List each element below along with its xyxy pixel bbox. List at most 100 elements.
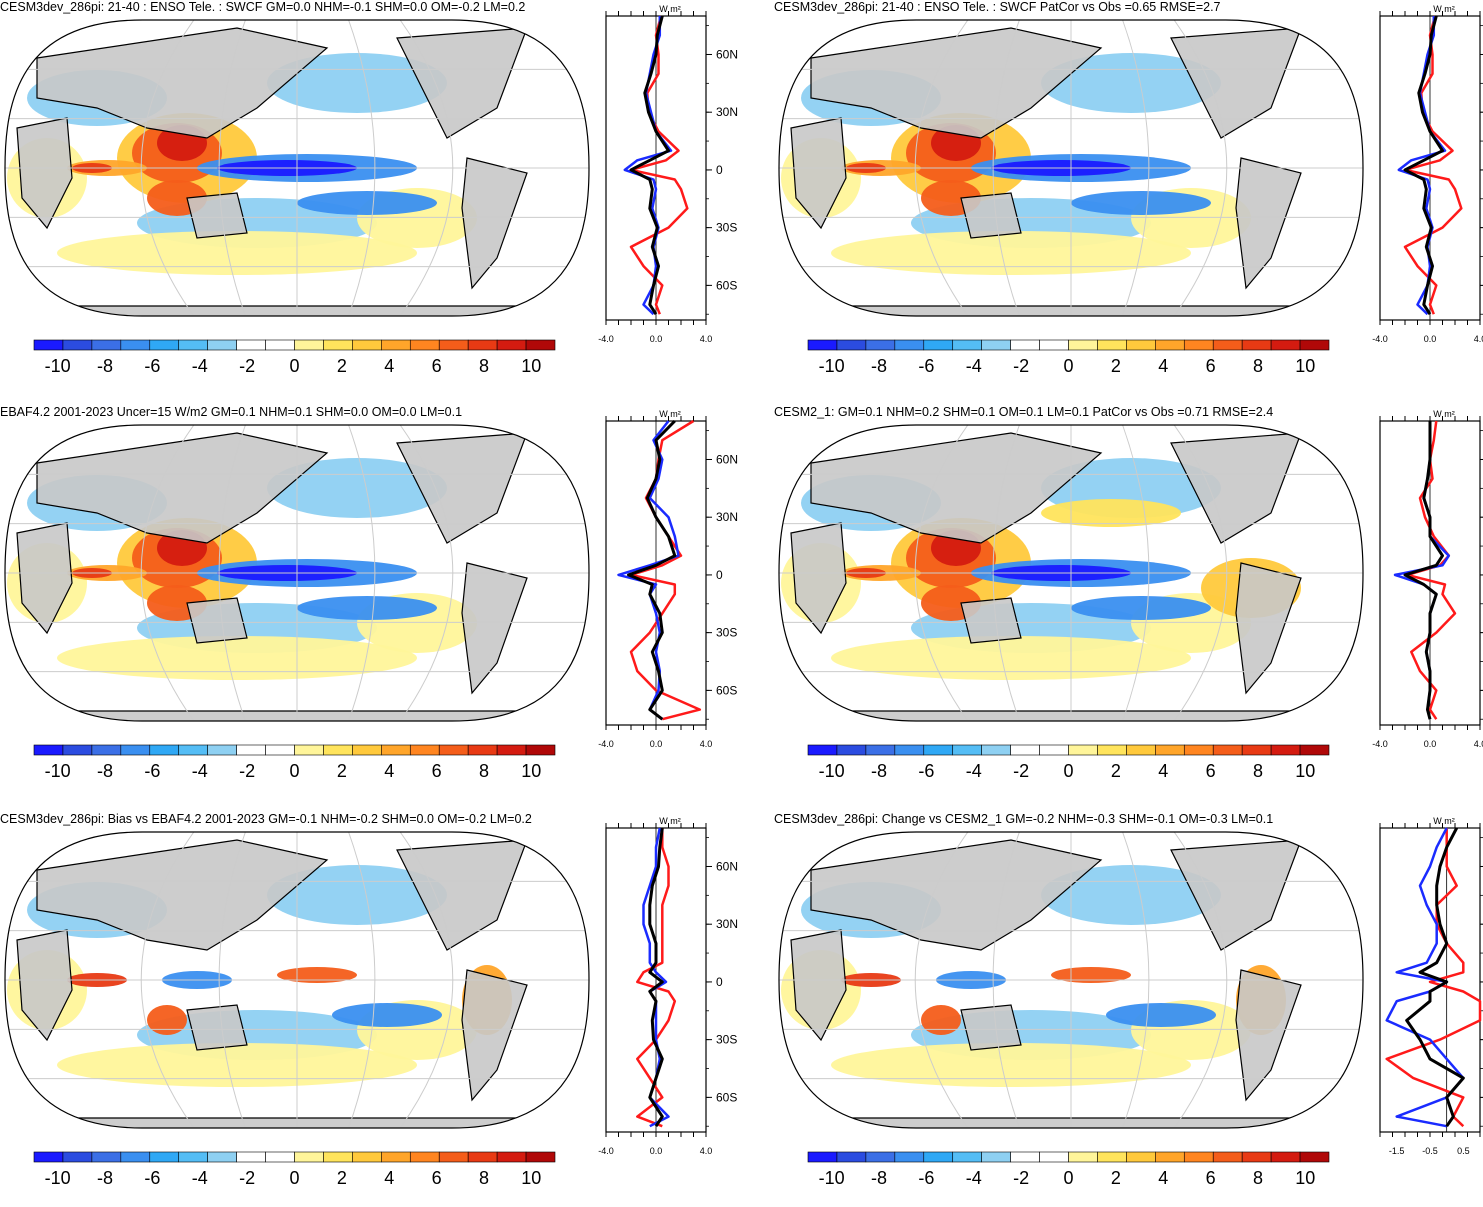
graticule-lon [1122, 832, 1150, 1128]
zonal-units-label: W m² [1433, 816, 1455, 826]
colorbar-swatch [1068, 1151, 1098, 1163]
colorbar-swatch [496, 744, 527, 756]
field-blob [1041, 865, 1221, 925]
x-tick-label: 0.0 [1424, 739, 1437, 749]
x-tick-label: 4.0 [700, 1146, 713, 1156]
colorbar-tick-label: -8 [871, 356, 887, 376]
colorbar-swatch [265, 1151, 295, 1163]
land-mass [396, 432, 528, 544]
colorbar-swatch [62, 744, 93, 756]
panel-p2: CESM3dev_286pi: 21-40 : ENSO Tele. : SWC… [750, 0, 1483, 395]
lat-tick-label: 60N [716, 452, 738, 466]
colorbar-swatch [952, 1151, 982, 1163]
colorbar-swatch [409, 744, 440, 756]
colorbar-swatch [836, 1151, 867, 1163]
field-blob [57, 1043, 417, 1087]
colorbar-swatch [1010, 1151, 1040, 1163]
colorbar-swatch [207, 339, 237, 351]
colorbar-swatch [1212, 1151, 1243, 1163]
colorbar: -10 -8 -6 -4 -2 0 2 4 6 8 10 [807, 1151, 1330, 1188]
graticule-lon [399, 832, 454, 1128]
colorbar-swatch [352, 744, 382, 756]
land-mass [36, 839, 329, 951]
colorbar-tick-label: -10 [819, 761, 845, 781]
field-blob [1071, 191, 1211, 215]
land-mass [810, 432, 1103, 544]
map-outline [4, 424, 590, 722]
land-mass [461, 157, 528, 290]
colorbar-swatch [1155, 1151, 1185, 1163]
colorbar-swatch [438, 1151, 469, 1163]
land-mass [1235, 562, 1302, 695]
x-tick-label: 0.0 [650, 1146, 663, 1156]
colorbar: -10 -8 -6 -4 -2 0 2 4 6 8 10 [807, 744, 1330, 781]
zonal-line-black [1405, 827, 1465, 1128]
colorbar-tick-label: -2 [239, 356, 255, 376]
colorbar-swatch [352, 339, 382, 351]
field-blob [267, 865, 447, 925]
colorbar-tick-label: -10 [45, 356, 71, 376]
x-tick-label: 0.0 [650, 334, 663, 344]
colorbar-swatch [120, 339, 151, 351]
panel-title: CESM3dev_286pi: 21-40 : ENSO Tele. : SWC… [0, 0, 526, 14]
x-tick-label: 0.0 [1424, 334, 1437, 344]
zonal-units-label: W m² [659, 4, 681, 14]
graticule-lon [1122, 20, 1150, 316]
colorbar-swatch [1270, 744, 1301, 756]
colorbar-swatch [1097, 744, 1127, 756]
colorbar-swatch [1241, 1151, 1272, 1163]
land-mass [186, 597, 248, 644]
colorbar-tick-label: 6 [432, 1168, 442, 1188]
colorbar-swatch [91, 744, 122, 756]
graticule-lon [1173, 425, 1228, 721]
colorbar-swatch [294, 339, 324, 351]
colorbar-tick-label: 2 [337, 761, 347, 781]
colorbar-swatch [836, 339, 867, 351]
land-mass [790, 117, 847, 230]
colorbar-tick-label: -8 [97, 356, 113, 376]
colorbar-tick-label: 4 [1158, 761, 1168, 781]
zonal-units-label: W m² [1433, 4, 1455, 14]
colorbar-tick-label: -2 [239, 761, 255, 781]
graticule-lon [218, 832, 246, 1128]
panel-title: CESM3dev_286pi: Bias vs EBAF4.2 2001-202… [0, 812, 532, 826]
colorbar-swatch [1010, 744, 1040, 756]
colorbar-tick-label: 2 [337, 1168, 347, 1188]
colorbar-swatch [149, 744, 180, 756]
colorbar-tick-label: 2 [1111, 356, 1121, 376]
field-blob [1051, 967, 1131, 983]
colorbar-tick-label: -4 [966, 356, 982, 376]
map-outline [778, 424, 1364, 722]
land-mass [16, 522, 73, 635]
colorbar-swatch [294, 744, 324, 756]
zonal-units-label: W m² [1433, 409, 1455, 419]
colorbar-swatch [1241, 744, 1272, 756]
colorbar-tick-label: -2 [1013, 761, 1029, 781]
colorbar-swatch [236, 744, 266, 756]
x-tick-label: -4.0 [1372, 739, 1388, 749]
colorbar-swatch [1299, 744, 1330, 756]
lat-tick-label: 60S [716, 683, 737, 697]
colorbar-swatch [1155, 744, 1185, 756]
lat-tick-label: 60N [716, 859, 738, 873]
colorbar-tick-label: 0 [1063, 761, 1073, 781]
colorbar-swatch [149, 1151, 180, 1163]
colorbar-tick-label: 10 [1295, 761, 1315, 781]
colorbar-swatch [33, 339, 64, 351]
colorbar-tick-label: 8 [479, 761, 489, 781]
colorbar-tick-label: 6 [1206, 761, 1216, 781]
colorbar-swatch [1241, 339, 1272, 351]
graticule-lon [218, 20, 246, 316]
colorbar-swatch [1155, 339, 1185, 351]
panel-title: CESM3dev_286pi: Change vs CESM2_1 GM=-0.… [774, 812, 1274, 826]
colorbar-swatch [381, 744, 411, 756]
colorbar-tick-label: 10 [521, 761, 541, 781]
colorbar-swatch [981, 339, 1011, 351]
zonal-mean-plot: W m²-1.5-0.50.560N30N030S60S [1379, 816, 1483, 1156]
colorbar-tick-label: -6 [918, 356, 934, 376]
colorbar-tick-label: 4 [384, 356, 394, 376]
